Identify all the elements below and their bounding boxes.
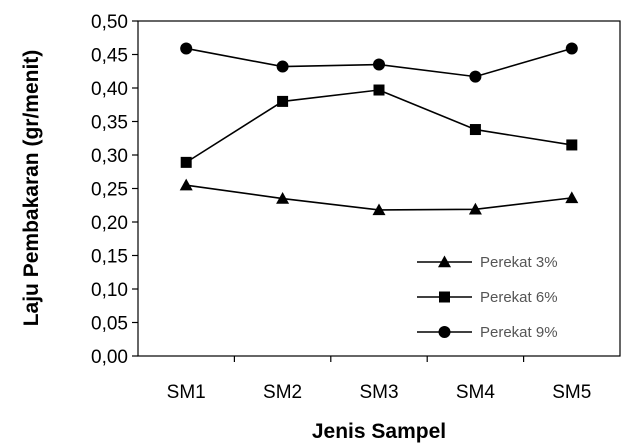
data-point-triangle: [179, 178, 193, 191]
legend-marker-circle: [438, 326, 451, 338]
data-point-circle: [373, 58, 385, 71]
y-axis-title: Laju Pembakaran (gr/menit): [20, 50, 43, 327]
series-group: [179, 42, 579, 216]
data-point-square: [180, 156, 192, 168]
legend-label: Perekat 6%: [480, 289, 558, 306]
y-tick-label: 0,50: [91, 12, 128, 33]
legend-marker-triangle: [438, 255, 451, 268]
x-tick-label: SM2: [263, 382, 302, 403]
data-point-square: [277, 95, 289, 107]
y-tick-label: 0,00: [91, 347, 128, 368]
x-tick-label: SM1: [167, 382, 206, 403]
data-point-circle: [565, 42, 578, 55]
data-point-triangle: [565, 191, 579, 204]
y-tick-label: 0,15: [91, 247, 128, 268]
legend-entry: Perekat 3%: [417, 254, 558, 271]
data-point-triangle: [372, 203, 386, 216]
x-axis-ticks: SM1 SM2 SM3 SM4 SM5: [167, 356, 591, 403]
data-point-circle: [180, 42, 193, 55]
series-3: [180, 42, 578, 83]
y-tick-label: 0,45: [91, 46, 128, 67]
y-tick-label: 0,20: [91, 213, 128, 234]
y-tick-label: 0,05: [91, 314, 128, 335]
data-point-triangle: [276, 192, 290, 204]
data-point-circle: [469, 70, 482, 83]
data-point-triangle: [468, 202, 482, 215]
x-tick-label: SM4: [456, 382, 496, 403]
x-tick-label: SM3: [359, 382, 398, 403]
x-tick-label: SM5: [552, 382, 591, 403]
legend-entry: Perekat 6%: [417, 289, 558, 306]
y-tick-label: 0,10: [91, 280, 128, 301]
y-axis-ticks: 0,00 0,05 0,10 0,15 0,20 0,25 0,30 0,35 0,40 0,45…: [91, 12, 138, 368]
legend: Perekat 3% Perekat 6% Perekat 9%: [417, 254, 558, 341]
data-point-square: [469, 124, 481, 136]
legend-label: Perekat 3%: [480, 254, 558, 271]
series-line: [185, 89, 572, 164]
x-axis-title: Jenis Sampel: [312, 420, 446, 443]
data-point-square: [373, 84, 385, 96]
legend-marker-square: [439, 291, 450, 303]
series-1: [179, 178, 579, 216]
legend-entry: Perekat 9%: [417, 324, 558, 341]
data-point-circle: [276, 60, 289, 73]
series-2: [180, 84, 578, 168]
y-tick-label: 0,30: [91, 146, 128, 167]
y-tick-label: 0,40: [91, 79, 128, 100]
y-tick-label: 0,35: [91, 113, 128, 134]
data-point-square: [566, 139, 578, 151]
y-tick-label: 0,25: [91, 180, 128, 201]
legend-label: Perekat 9%: [480, 324, 558, 341]
